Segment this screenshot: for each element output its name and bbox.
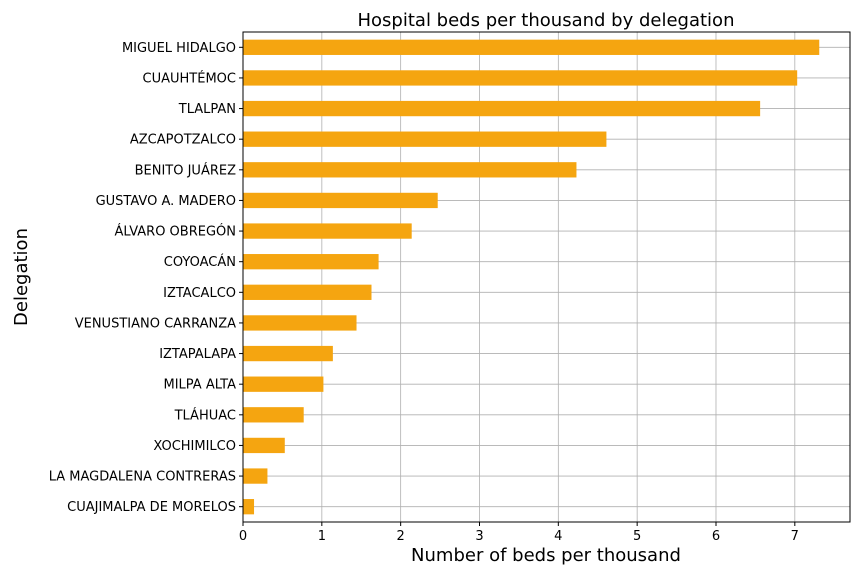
bar xyxy=(243,499,255,515)
y-tick-label: MILPA ALTA xyxy=(164,378,237,393)
bar xyxy=(243,100,761,117)
x-tick-label: 4 xyxy=(554,529,562,544)
y-axis-label: Delegation xyxy=(11,228,32,326)
y-tick-label: IZTAPALAPA xyxy=(159,347,236,362)
x-tick-label: 6 xyxy=(712,529,720,544)
y-tick-label: CUAUHTÉMOC xyxy=(143,70,236,86)
x-axis-label: Number of beds per thousand xyxy=(411,545,681,566)
bar xyxy=(243,284,372,300)
y-tick-label: TLÁHUAC xyxy=(174,407,236,423)
y-tick-label: IZTACALCO xyxy=(163,286,236,301)
x-tick-label: 7 xyxy=(791,529,799,544)
y-tick-label: MIGUEL HIDALGO xyxy=(122,41,236,56)
bar xyxy=(243,162,577,178)
y-tick-label: BENITO JUÁREZ xyxy=(135,162,236,178)
bar xyxy=(243,39,820,55)
bar xyxy=(243,345,333,362)
y-tick-label: COYOACÁN xyxy=(164,254,236,270)
plot-frame xyxy=(242,31,851,523)
y-tick-label: VENUSTIANO CARRANZA xyxy=(75,316,236,331)
bar xyxy=(243,437,285,454)
bar xyxy=(243,192,438,209)
bar xyxy=(243,223,412,239)
bar xyxy=(243,468,268,484)
bar xyxy=(243,70,798,86)
x-axis-ticks: 0 1 2 3 4 5 6 7 xyxy=(239,522,799,544)
bar xyxy=(243,376,324,392)
chart-title: Hospital beds per thousand by delegation xyxy=(358,10,735,31)
bar xyxy=(243,254,379,270)
bar xyxy=(243,407,304,423)
y-tick-label: AZCAPOTZALCO xyxy=(130,133,236,148)
bar xyxy=(243,131,607,147)
x-tick-label: 0 xyxy=(239,529,247,544)
x-tick-label: 2 xyxy=(397,529,405,544)
x-tick-label: 3 xyxy=(475,529,483,544)
y-tick-label: TLALPAN xyxy=(178,102,236,117)
x-tick-label: 1 xyxy=(318,529,326,544)
y-axis-ticks: MIGUEL HIDALGO CUAUHTÉMOC TLALPAN AZCAPOTZA… xyxy=(49,41,243,515)
y-tick-label: GUSTAVO A. MADERO xyxy=(96,194,236,209)
x-tick-label: 5 xyxy=(633,529,641,544)
y-tick-label: LA MAGDALENA CONTRERAS xyxy=(49,470,236,485)
y-tick-label: CUAJIMALPA DE MORELOS xyxy=(67,500,236,515)
bars xyxy=(243,39,820,515)
y-tick-label: XOCHIMILCO xyxy=(153,439,236,454)
y-tick-label: ÁLVARO OBREGÓN xyxy=(115,224,237,240)
bar xyxy=(243,315,357,331)
